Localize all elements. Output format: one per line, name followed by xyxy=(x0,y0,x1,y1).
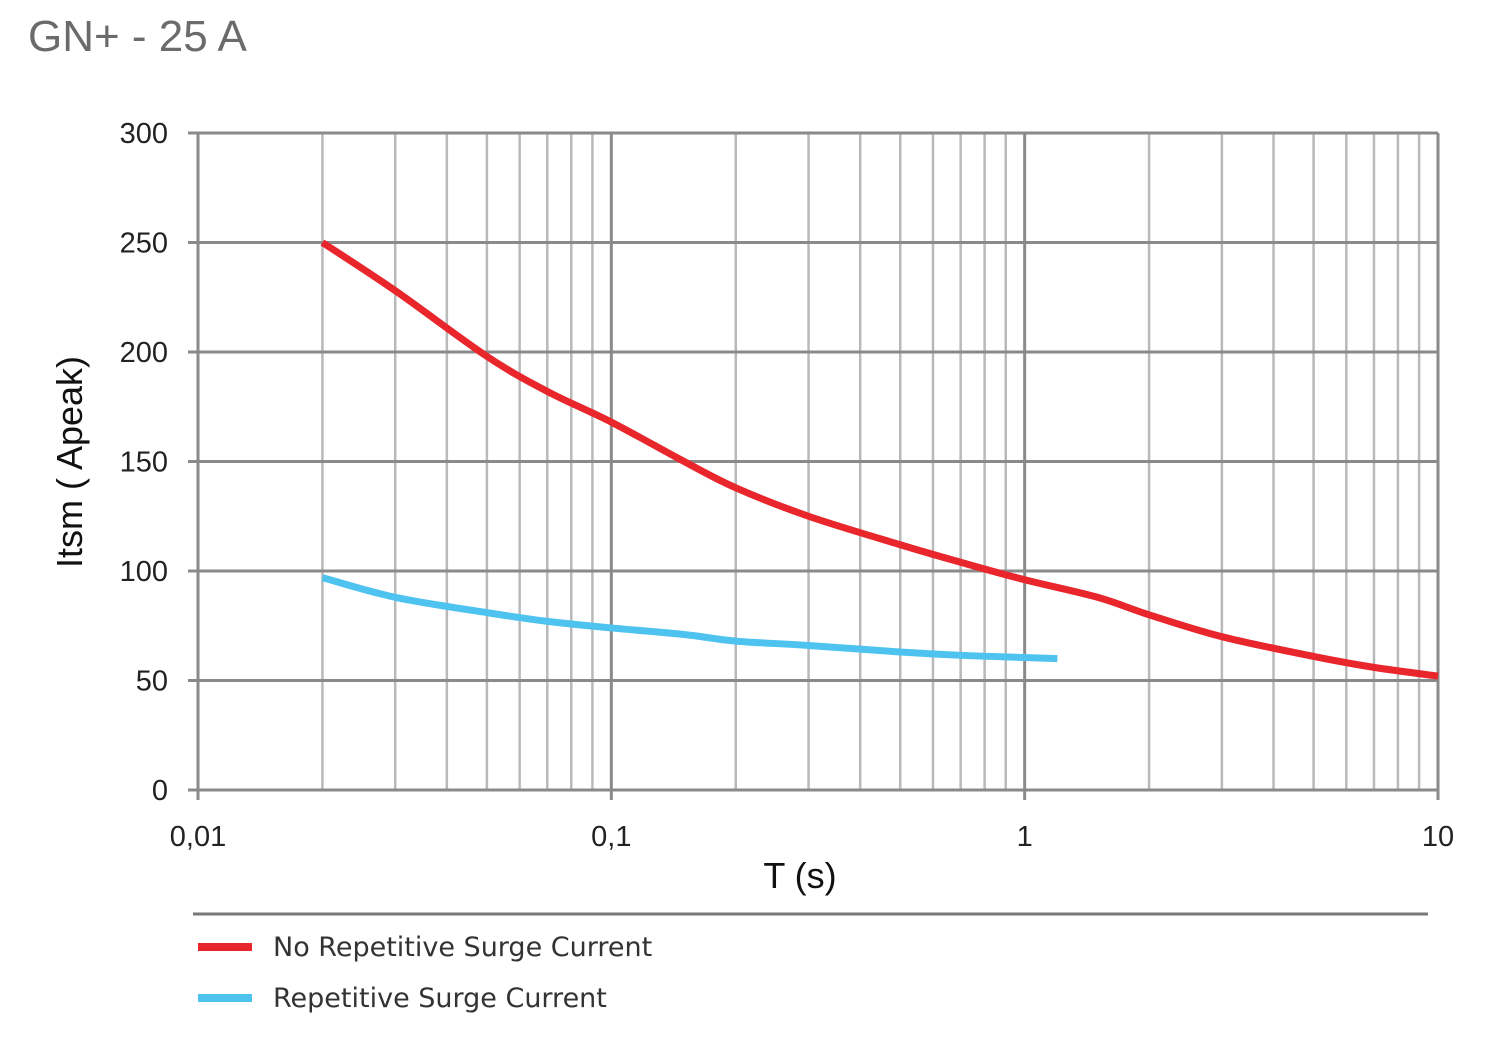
x-axis-label: T (s) xyxy=(763,855,836,896)
legend-label-0: No Repetitive Surge Current xyxy=(273,932,652,963)
y-tick-label: 200 xyxy=(120,337,168,369)
y-tick-label: 300 xyxy=(120,118,168,150)
series-layer xyxy=(320,239,1439,680)
y-tick-label: 100 xyxy=(120,556,168,588)
y-tick-label: 150 xyxy=(120,447,168,479)
x-tick-label: 10 xyxy=(1422,821,1454,853)
x-tick-label: 1 xyxy=(1017,821,1033,853)
chart-title: GN+ - 25 A xyxy=(28,12,247,61)
series-line-0 xyxy=(320,239,1439,680)
series-line-1 xyxy=(321,574,1058,663)
y-tick-label: 0 xyxy=(152,775,168,807)
major-gridlines xyxy=(188,131,1440,800)
y-tick-label: 50 xyxy=(136,666,168,698)
legend: No Repetitive Surge Current Repetitive Su… xyxy=(198,932,652,1014)
y-axis-label: Itsm ( Apeak) xyxy=(49,356,90,568)
tick-labels: 0 50 100 150 200 250 300 0,01 0,1 1 10 xyxy=(120,118,1455,853)
x-tick-label: 0,01 xyxy=(170,821,226,853)
x-tick-label: 0,1 xyxy=(591,821,631,853)
legend-label-1: Repetitive Surge Current xyxy=(273,983,607,1014)
y-tick-label: 250 xyxy=(120,228,168,260)
